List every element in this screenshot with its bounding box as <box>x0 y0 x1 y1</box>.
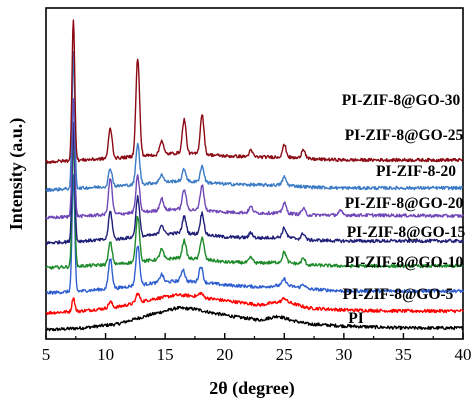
series-label: PI-ZIF-8-20 <box>376 163 456 180</box>
series-line-pi-zif-8-go-5 <box>45 291 464 316</box>
x-axis-title: 2θ (degree) <box>209 378 295 399</box>
series-line-pi-zif-8-go-20 <box>45 122 464 245</box>
series-label: PI-ZIF-8@GO-20 <box>345 195 464 212</box>
x-tick-label: 25 <box>276 345 293 364</box>
x-tick-label: 35 <box>395 345 412 364</box>
x-tick-label: 5 <box>42 345 51 364</box>
series-label: PI-ZIF-8@GO-15 <box>347 224 466 241</box>
x-tick-label: 15 <box>157 345 174 364</box>
x-tick-label: 20 <box>216 345 233 364</box>
series-line-pi-zif-8-go-15 <box>45 141 464 270</box>
series-label: PI <box>348 310 364 327</box>
y-axis-title: Intensity (a.u.) <box>6 118 27 231</box>
series-line-pi-zif-8-go-25 <box>45 51 464 192</box>
series-line-pi-zif-8-go-10 <box>45 174 464 295</box>
x-tick-label: 40 <box>455 345 472 364</box>
series-label: PI-ZIF-8@GO-5 <box>343 286 454 303</box>
series-label: PI-ZIF-8@GO-10 <box>345 254 464 271</box>
series-line-pi-zif-8-go-30 <box>45 19 464 164</box>
series-label: PI-ZIF-8@GO-30 <box>342 92 461 109</box>
series-label: PI-ZIF-8@GO-25 <box>345 127 464 144</box>
series-line-pi <box>45 305 464 332</box>
x-tick-label: 10 <box>97 345 114 364</box>
x-tick-label: 30 <box>335 345 352 364</box>
series-line-pi-zif-8-20 <box>45 98 464 220</box>
